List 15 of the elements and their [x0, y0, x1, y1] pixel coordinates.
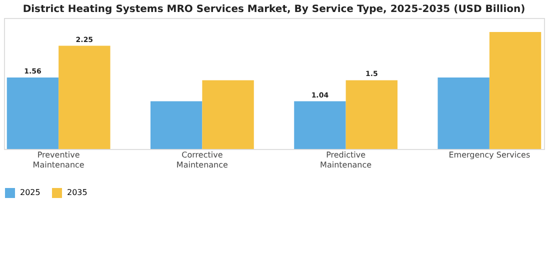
x-tick-label: Preventive Maintenance [32, 150, 84, 170]
bar [150, 101, 202, 149]
bar [58, 46, 110, 149]
bar [202, 80, 254, 149]
x-tick-label: Predictive Maintenance [320, 150, 372, 170]
bar [438, 77, 490, 149]
bar [346, 80, 398, 149]
bar [6, 77, 59, 149]
x-tick-label: Emergency Services [448, 150, 530, 160]
legend-label: 2035 [67, 188, 88, 197]
x-tick-label: Corrective Maintenance [176, 150, 228, 170]
legend-label: 2025 [20, 188, 40, 197]
bar [489, 32, 542, 149]
bar [294, 101, 346, 149]
chart-title: District Heating Systems MRO Services Market, By Service Type, 2025-2035 (USD Billion) [22, 4, 526, 15]
